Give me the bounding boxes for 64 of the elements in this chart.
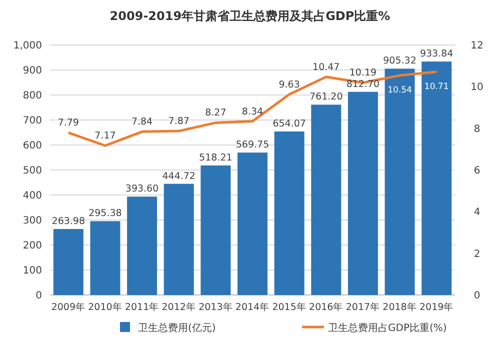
y2-tick-label: 8 [474,124,480,135]
bar [422,62,452,295]
y2-tick-label: 4 [474,207,480,218]
y-tick-label: 900 [22,66,42,76]
x-tick-label: 2013年 [198,301,233,313]
y-tick-label: 600 [22,140,42,152]
bar [127,196,158,295]
data-label: 8.27 [205,108,226,119]
x-tick-label: 2012年 [162,301,196,313]
x-tick-label: 2009年 [51,301,86,313]
data-label: 9.63 [278,79,300,90]
x-tick-label: 2017年 [346,301,380,313]
legend-label: 卫生总费用(亿元) [138,322,216,334]
y2-tick-label: 10 [470,82,484,94]
legend-label: 卫生总费用占GDP比重(%) [328,322,447,334]
data-label: 654.07 [272,118,306,130]
y-tick-label: 0 [36,290,42,302]
bar [200,165,231,295]
y-tick-label: 700 [22,116,42,126]
y-tick-label: 100 [22,266,42,276]
data-label: 569.75 [236,140,270,151]
data-label: 761.20 [310,92,343,103]
data-label: 10.71 [424,82,449,92]
x-tick-label: 2014年 [235,301,270,313]
data-label: 263.98 [52,216,86,228]
y2-tick-label: 6 [474,166,480,176]
bar [384,68,415,295]
data-label: 295.38 [88,208,122,220]
chart-title: 2009-2019年甘肃省卫生总费用及其占GDP比重% [110,9,390,23]
x-tick-label: 2010年 [88,301,122,313]
x-tick-label: 2019年 [419,301,454,313]
data-label: 905.32 [383,56,416,67]
data-label: 7.79 [58,118,79,129]
data-label: 444.72 [162,170,196,182]
y2-tick-label: 12 [470,40,484,52]
x-tick-label: 2011年 [124,301,160,313]
bar [348,92,378,295]
data-label: 518.21 [199,152,232,164]
bar [164,184,194,295]
y-tick-label: 300 [22,216,42,226]
x-tick-label: 2018年 [382,301,417,313]
bar [311,104,342,295]
bar [53,229,84,295]
data-label: 10.47 [312,62,340,73]
data-label: 10.54 [388,85,412,96]
data-label: 7.17 [94,130,116,142]
data-label: 7.87 [168,116,190,128]
bar [274,131,304,295]
data-label: 393.60 [125,184,159,195]
y-tick-label: 1,000 [13,40,42,52]
data-label: 10.19 [349,68,377,79]
y-tick-label: 200 [22,240,42,252]
data-label: 7.84 [131,116,153,128]
y-tick-label: 500 [22,166,42,176]
data-label: 933.84 [420,48,454,60]
x-tick-label: 2016年 [309,301,344,313]
y2-tick-label: 2 [474,248,480,260]
bar [90,221,120,295]
y-tick-label: 400 [22,190,42,202]
y-tick-label: 800 [22,90,42,102]
y2-tick-label: 0 [474,290,480,302]
x-tick-label: 2015年 [272,301,306,313]
bar [238,152,268,295]
data-label: 8.34 [242,106,264,118]
